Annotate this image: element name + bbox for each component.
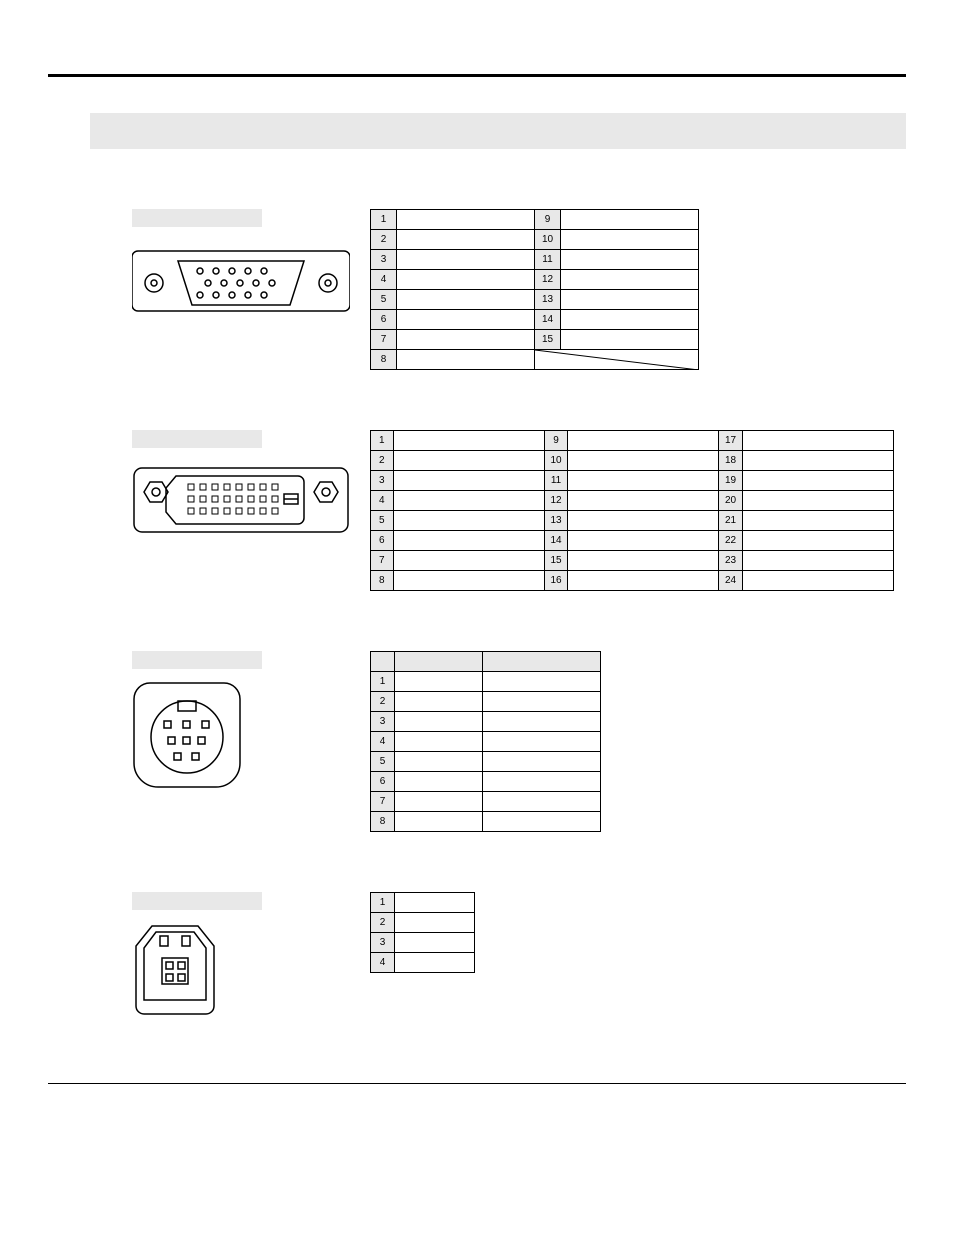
- table-row: 2: [371, 913, 475, 933]
- table-row: 4: [371, 732, 601, 752]
- table-row: 513: [371, 290, 699, 310]
- table-row: 71523: [371, 551, 894, 571]
- section-usb-left: [0, 892, 370, 1023]
- table-row: 412: [371, 270, 699, 290]
- table-row: 61422: [371, 531, 894, 551]
- table-vga-pinout: 19 210 311 412 513 614 715 8: [370, 209, 699, 370]
- table-row: 5: [371, 752, 601, 772]
- terminal-label-usb: [132, 892, 262, 910]
- header-band: [90, 113, 906, 149]
- terminal-label-vga: [132, 209, 262, 227]
- table-row: 715: [371, 330, 699, 350]
- terminal-label-minidin: [132, 651, 262, 669]
- table-row: 6: [371, 772, 601, 792]
- table-row: 31119: [371, 471, 894, 491]
- table-row: 51321: [371, 511, 894, 531]
- section-minidin-left: [0, 651, 370, 832]
- top-horizontal-rule: [48, 74, 906, 77]
- table-minidin-pinout: 1 2 3 4 5 6 7 8: [370, 651, 601, 832]
- document-page: 19 210 311 412 513 614 715 8: [0, 74, 954, 1124]
- table-header-row: [371, 652, 601, 672]
- vga-connector-diagram: [132, 239, 370, 334]
- table-dvi-body: 1917 21018 31119 41220 51321 61422 71523…: [371, 431, 894, 591]
- section-vga: 19 210 311 412 513 614 715 8: [0, 209, 954, 370]
- section-vga-left: [0, 209, 370, 370]
- usb-b-connector-diagram: [132, 922, 370, 1023]
- section-usb-right: 1 2 3 4: [370, 892, 954, 1023]
- terminal-label-dvi: [132, 430, 262, 448]
- section-vga-right: 19 210 311 412 513 614 715 8: [370, 209, 954, 370]
- section-dvi: 1917 21018 31119 41220 51321 61422 71523…: [0, 430, 954, 591]
- section-minidin-right: 1 2 3 4 5 6 7 8: [370, 651, 954, 832]
- table-row: 1917: [371, 431, 894, 451]
- table-row: 3: [371, 712, 601, 732]
- table-row: 311: [371, 250, 699, 270]
- table-row: 1: [371, 672, 601, 692]
- table-usb-pinout: 1 2 3 4: [370, 892, 475, 973]
- table-row: 81624: [371, 571, 894, 591]
- table-row: 8: [371, 812, 601, 832]
- section-dvi-left: [0, 430, 370, 591]
- table-usb-body: 1 2 3 4: [371, 893, 475, 973]
- table-row: 3: [371, 933, 475, 953]
- section-dvi-right: 1917 21018 31119 41220 51321 61422 71523…: [370, 430, 954, 591]
- table-row: 1: [371, 893, 475, 913]
- dvi-connector-diagram: [132, 460, 370, 549]
- table-row: 210: [371, 230, 699, 250]
- table-vga-body: 19 210 311 412 513 614 715 8: [371, 210, 699, 370]
- table-row: 7: [371, 792, 601, 812]
- table-row: 41220: [371, 491, 894, 511]
- table-dvi-pinout: 1917 21018 31119 41220 51321 61422 71523…: [370, 430, 894, 591]
- table-row: 21018: [371, 451, 894, 471]
- bottom-horizontal-rule: [48, 1083, 906, 1084]
- table-row: 4: [371, 953, 475, 973]
- table-row: 614: [371, 310, 699, 330]
- minidin-connector-diagram: [132, 681, 370, 796]
- table-minidin-body: 1 2 3 4 5 6 7 8: [371, 672, 601, 832]
- section-usb: 1 2 3 4: [0, 892, 954, 1023]
- section-minidin: 1 2 3 4 5 6 7 8: [0, 651, 954, 832]
- table-row: 19: [371, 210, 699, 230]
- table-row: 2: [371, 692, 601, 712]
- table-row: 8: [371, 350, 699, 370]
